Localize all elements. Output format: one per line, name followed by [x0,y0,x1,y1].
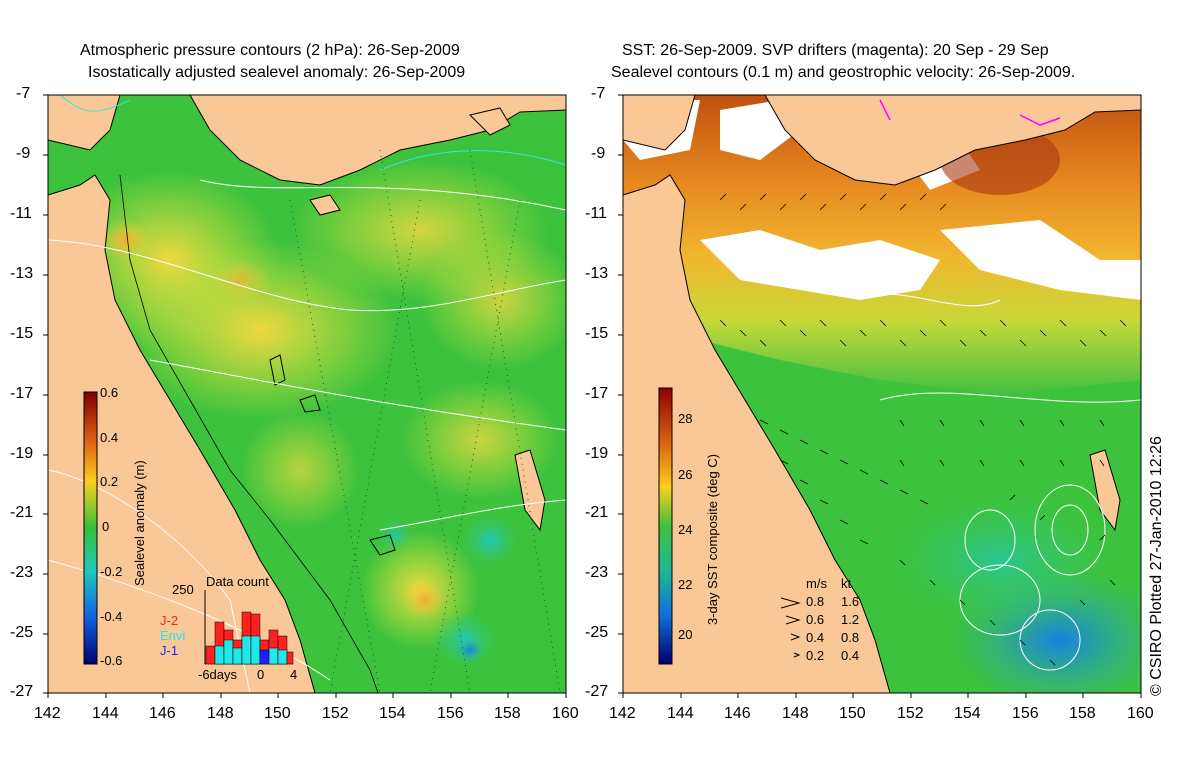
right-new-guinea-land [764,95,1141,186]
velocity-ms-value: 0.4 [806,630,825,645]
data-count-histogram [204,590,294,665]
lat-tick-label: -27 [10,683,34,700]
lat-tick-label: -13 [585,265,609,282]
colorbar-tick-label: 28 [678,411,693,426]
lon-tick-label: 160 [1127,705,1154,722]
velocity-kt-value: 1.2 [841,612,860,627]
right-colorbar-title: 3-day SST composite (deg C) [705,454,720,625]
lon-tick-label: 158 [1069,705,1096,722]
colorbar-tick-label: 0.6 [100,385,119,400]
lon-tick-label: 150 [839,705,866,722]
lon-tick-label: 148 [207,705,234,722]
colorbar-tick-label: 0.4 [100,430,119,445]
lon-tick-label: 144 [92,705,119,722]
lon-tick-label: 146 [149,705,176,722]
lat-tick-label: -11 [10,205,32,222]
velocity-header-kt: kt [841,576,852,591]
right-title-line1: SST: 26-Sep-2009. SVP drifters (magenta)… [622,42,1049,59]
lat-tick-label: -15 [585,325,609,342]
lat-tick-label: -7 [591,85,606,102]
velocity-ms-value: 0.2 [806,648,825,663]
lat-tick-label: -23 [585,564,609,581]
left-colorbar-title: Sealevel anomaly (m) [132,460,147,586]
lon-tick-label: 160 [552,705,579,722]
right-title-line2: Sealevel contours (0.1 m) and geostrophi… [611,64,1076,81]
lon-tick-label: 156 [437,705,464,722]
lat-tick-label: -25 [585,624,609,641]
colorbar-tick-label: -0.6 [100,653,123,668]
lat-tick-label: -9 [591,145,606,162]
lat-tick-label: -9 [16,145,31,162]
velocity-legend-arrows [780,597,801,658]
lon-tick-label: 144 [667,705,694,722]
lon-tick-label: 156 [1012,705,1039,722]
lat-tick-label: -17 [10,385,34,402]
lon-tick-label: 154 [379,705,406,722]
velocity-header-ms: m/s [806,576,827,591]
lat-tick-label: -23 [10,564,34,581]
lat-tick-label: -19 [585,445,609,462]
lat-tick-label: -21 [585,504,609,521]
velocity-kt-value: 0.8 [841,630,860,645]
lon-tick-label: 152 [897,705,924,722]
legend-envi: Envi [160,628,186,643]
colorbar-tick-label: -0.4 [100,609,123,624]
lat-tick-label: -17 [585,385,609,402]
right-colorbar [658,387,673,665]
left-title-line2: Isostatically adjusted sealevel anomaly:… [88,64,466,81]
colorbar-tick-label: 20 [678,627,693,642]
data-count-xlabel-end: 4 [290,667,298,682]
right-australia-land [623,174,891,693]
colorbar-tick-label: -0.2 [100,564,123,579]
data-count-max-label: 250 [172,582,194,597]
credit-text: © CSIRO Plotted 27-Jan-2010 12:26 [1148,436,1165,696]
velocity-kt-value: 1.6 [841,594,860,609]
lon-tick-label: 148 [782,705,809,722]
lat-tick-label: -7 [16,85,31,102]
colorbar-tick-label: 0 [102,519,110,534]
right-map-frame [622,94,1142,694]
colorbar-tick-label: 24 [678,522,693,537]
lat-tick-label: -25 [10,624,34,641]
right-map-panel [623,95,1141,693]
colorbar-tick-label: 22 [678,577,693,592]
lat-tick-label: -27 [585,683,609,700]
lon-tick-label: 142 [34,705,61,722]
velocity-vectors [719,193,1127,666]
left-colorbar [83,391,98,665]
legend-j1: J-1 [160,643,179,658]
lat-tick-label: -19 [10,445,34,462]
velocity-ms-value: 0.8 [806,594,825,609]
lon-tick-label: 154 [954,705,981,722]
lon-tick-label: 152 [322,705,349,722]
left-map-frame [47,94,567,694]
colorbar-tick-label: 0.2 [100,474,119,489]
lon-tick-label: 146 [724,705,751,722]
colorbar-tick-label: 26 [678,467,693,482]
lat-tick-label: -15 [10,325,34,342]
velocity-ms-value: 0.6 [806,612,825,627]
data-count-xlabel-zero: 0 [257,667,265,682]
lon-tick-label: 158 [494,705,521,722]
tick-marks [43,94,1142,698]
velocity-kt-value: 0.4 [841,648,860,663]
lon-tick-label: 142 [609,705,636,722]
legend-j2: J-2 [160,613,179,628]
left-map-panel [48,95,566,693]
data-count-title: Data count [206,574,269,589]
lon-tick-label: 150 [264,705,291,722]
lat-tick-label: -11 [585,205,607,222]
left-title-line1: Atmospheric pressure contours (2 hPa): 2… [80,42,460,59]
data-count-xlabel-start: -6days [198,667,238,682]
lat-tick-label: -13 [10,265,34,282]
left-australia-land [48,174,316,693]
lat-tick-label: -21 [10,504,34,521]
